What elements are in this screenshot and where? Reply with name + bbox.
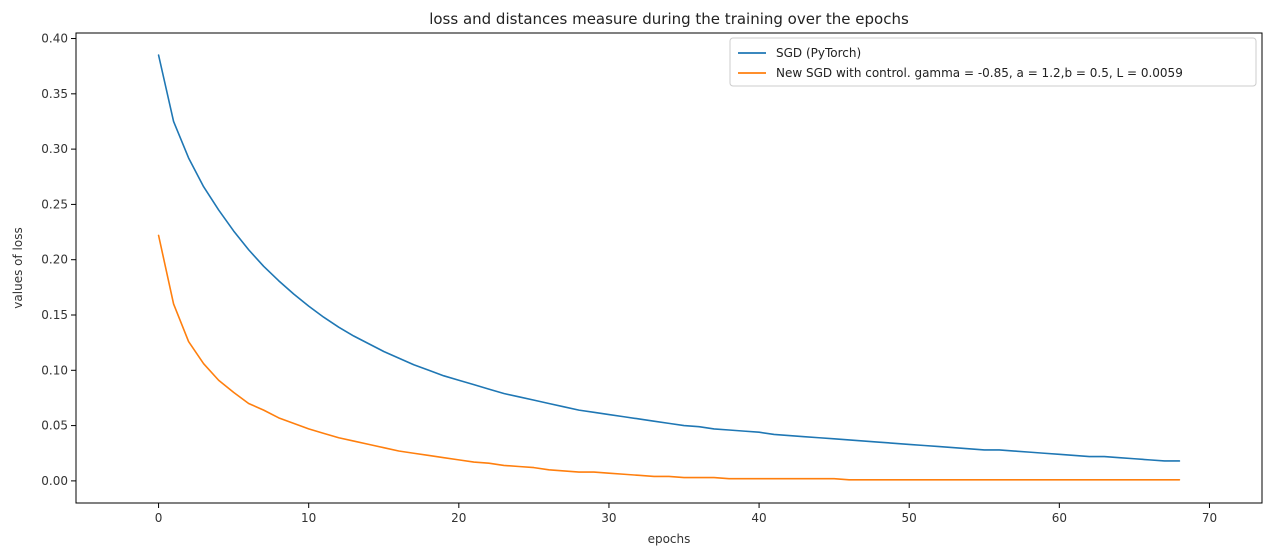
- x-tick-label: 0: [155, 511, 163, 525]
- x-tick-label: 10: [301, 511, 316, 525]
- x-tick-label: 40: [751, 511, 766, 525]
- series-line-2: [157, 234, 1181, 481]
- x-tick-label: 60: [1052, 511, 1067, 525]
- y-tick-label: 0.10: [41, 363, 68, 377]
- x-tick-label: 20: [451, 511, 466, 525]
- x-axis: 0 10 20 30 40 50 60 70: [155, 503, 1217, 525]
- y-axis-label: values of loss: [11, 227, 25, 308]
- y-tick-label: 0.40: [41, 32, 68, 46]
- legend-label-2: New SGD with control. gamma = -0.85, a =…: [776, 66, 1183, 80]
- y-tick-label: 0.15: [41, 308, 68, 322]
- x-tick-label: 50: [902, 511, 917, 525]
- y-tick-label: 0.35: [41, 87, 68, 101]
- plot-area-frame: [75, 32, 1263, 504]
- legend: SGD (PyTorch) New SGD with control. gamma…: [729, 37, 1257, 87]
- y-tick-label: 0.30: [41, 142, 68, 156]
- legend-label-1: SGD (PyTorch): [776, 46, 861, 60]
- x-axis-label: epochs: [648, 532, 691, 546]
- chart-title: loss and distances measure during the tr…: [429, 10, 909, 28]
- y-tick-label: 0.25: [41, 197, 68, 211]
- series-layer: [157, 54, 1181, 481]
- y-tick-label: 0.05: [41, 419, 68, 433]
- y-tick-label: 0.00: [41, 474, 68, 488]
- y-tick-label: 0.20: [41, 253, 68, 267]
- x-tick-label: 70: [1202, 511, 1217, 525]
- x-tick-label: 30: [601, 511, 616, 525]
- legend-frame: [729, 37, 1257, 87]
- series-line-1: [157, 54, 1181, 462]
- y-axis: 0.00 0.05 0.10 0.15 0.20 0.25 0.30 0.35 0.40: [41, 32, 76, 488]
